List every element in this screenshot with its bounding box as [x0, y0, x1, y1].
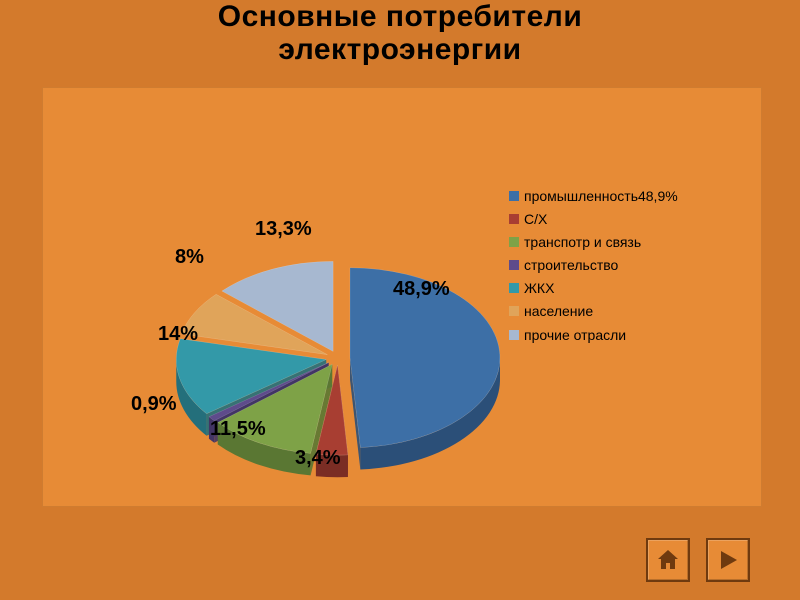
legend-label: ЖКХ	[524, 280, 739, 296]
legend-item: ЖКХ	[509, 280, 739, 296]
legend-label: прочие отрасли	[524, 327, 739, 343]
pie-data-label: 11,5%	[210, 418, 266, 441]
nav-buttons	[646, 538, 750, 582]
pie-data-label: 0,9%	[131, 393, 177, 416]
chart-panel: 48,9% 3,4% 11,5% 0,9% 14% 8% 13,3% промышленно…	[42, 87, 762, 507]
pie-data-label: 48,9%	[393, 278, 450, 301]
legend-swatch	[509, 330, 519, 340]
legend-label: строительство	[524, 257, 739, 273]
title-line-2: электроэнергии	[0, 33, 800, 66]
legend-swatch	[509, 214, 519, 224]
legend-item: транспотр и связь	[509, 234, 739, 250]
legend-swatch	[509, 191, 519, 201]
legend-item: С/Х	[509, 211, 739, 227]
next-button[interactable]	[706, 538, 750, 582]
home-icon	[655, 547, 681, 573]
chart-legend: промышленность48,9% С/Х транспотр и связь с…	[509, 188, 739, 350]
pie-chart: 48,9% 3,4% 11,5% 0,9% 14% 8% 13,3%	[63, 128, 523, 488]
legend-label: С/Х	[524, 211, 739, 227]
legend-label: транспотр и связь	[524, 234, 739, 250]
legend-swatch	[509, 237, 519, 247]
legend-swatch	[509, 260, 519, 270]
page-title: Основные потребители электроэнергии	[0, 0, 800, 66]
pie-data-label: 3,4%	[295, 447, 341, 470]
legend-item: население	[509, 303, 739, 319]
title-line-1: Основные потребители	[0, 0, 800, 33]
legend-label: население	[524, 303, 739, 319]
legend-swatch	[509, 283, 519, 293]
legend-label: промышленность48,9%	[524, 188, 739, 204]
legend-item: промышленность48,9%	[509, 188, 739, 204]
pie-data-label: 14%	[158, 323, 198, 346]
home-button[interactable]	[646, 538, 690, 582]
legend-item: прочие отрасли	[509, 327, 739, 343]
legend-swatch	[509, 306, 519, 316]
legend-item: строительство	[509, 257, 739, 273]
next-icon	[715, 547, 741, 573]
pie-data-label: 8%	[175, 246, 204, 269]
pie-data-label: 13,3%	[255, 218, 312, 241]
